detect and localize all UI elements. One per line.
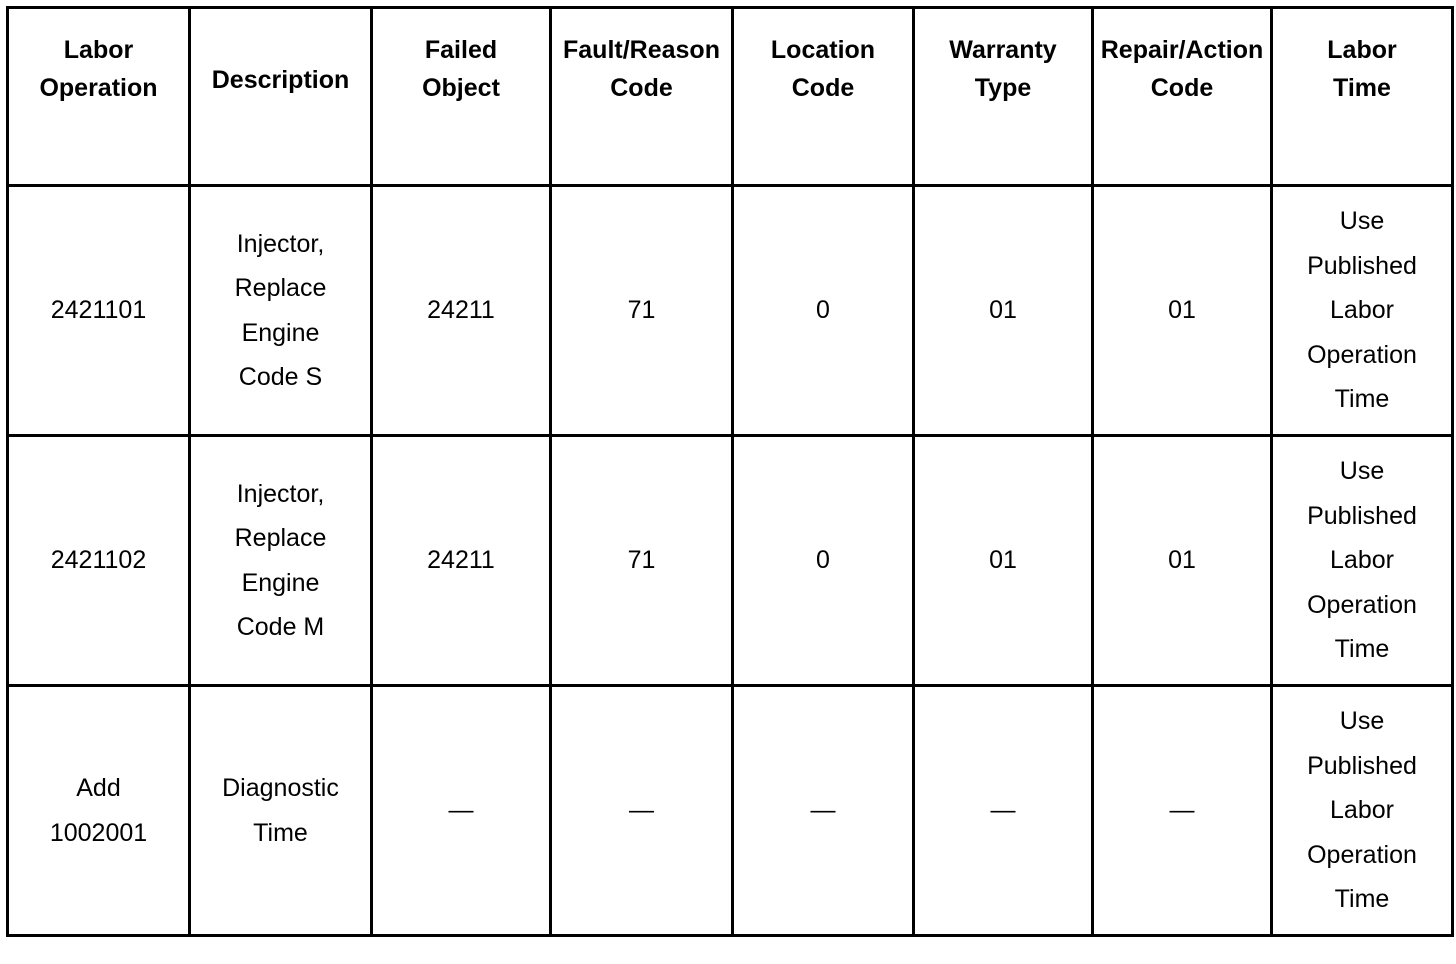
header-text: Description [211, 66, 350, 94]
cell-failed-object: 24211 [370, 434, 552, 687]
cell-text: 01 [989, 546, 1017, 575]
cell-text: Labor [1330, 546, 1394, 575]
cell-text: Code M [236, 613, 325, 641]
cell-labor-time: Use Published Labor Operation Time [1270, 184, 1454, 437]
cell-fault-reason-code: 71 [549, 434, 734, 687]
column-header-labor-time: Labor Time [1270, 6, 1454, 187]
cell-text: Labor [1330, 296, 1394, 325]
column-header-location-code: Location Code [731, 6, 915, 187]
cell-text: 24211 [427, 296, 495, 325]
cell-text: Use [1339, 457, 1385, 486]
cell-text: 0 [816, 296, 830, 325]
column-header-fault-reason-code: Fault/Reason Code [549, 6, 734, 187]
cell-text: — [1169, 796, 1195, 825]
header-text: Fault/Reason [563, 36, 720, 64]
cell-text: Published [1307, 501, 1417, 530]
cell-fault-reason-code: 71 [549, 184, 734, 437]
header-row: Labor Operation Description Failed Object Fau… [6, 6, 1454, 187]
table-row: 2421102 Injector, Replace Engine Code M 24211… [6, 434, 1454, 687]
cell-text: Use [1339, 707, 1385, 736]
cell-text: Published [1307, 251, 1417, 280]
column-header-repair-action-code: Repair/Action Code [1091, 6, 1273, 187]
cell-text: — [810, 796, 836, 825]
cell-text: Time [253, 818, 308, 847]
cell-text: Use [1339, 207, 1385, 236]
cell-description: Diagnostic Time [188, 684, 373, 937]
cell-text: Engine [241, 568, 320, 597]
header-text: Type [974, 74, 1032, 102]
cell-text: 2421102 [50, 546, 147, 575]
cell-failed-object: — [370, 684, 552, 937]
column-header-labor-operation: Labor Operation [6, 6, 191, 187]
cell-labor-operation: Add 1002001 [6, 684, 191, 937]
cell-text: 0 [816, 546, 830, 575]
cell-text: 24211 [427, 546, 495, 575]
cell-warranty-type: 01 [912, 434, 1094, 687]
cell-text: Published [1307, 751, 1417, 780]
cell-location-code: — [731, 684, 915, 937]
cell-text: 01 [1168, 546, 1196, 575]
cell-description: Injector, Replace Engine Code S [188, 184, 373, 437]
header-text: Failed [424, 36, 498, 64]
cell-text: 1002001 [49, 818, 148, 847]
cell-text: Add [76, 774, 121, 802]
cell-text: Operation [1307, 340, 1417, 369]
cell-fault-reason-code: — [549, 684, 734, 937]
cell-text: — [448, 796, 474, 825]
cell-text: Operation [1307, 590, 1417, 619]
cell-warranty-type: — [912, 684, 1094, 937]
cell-text: 71 [627, 296, 656, 325]
cell-text: Labor [1330, 796, 1394, 825]
header-text: Code [610, 74, 673, 102]
cell-repair-action-code: 01 [1091, 184, 1273, 437]
cell-labor-operation: 2421102 [6, 434, 191, 687]
table-row: 2421101 Injector, Replace Engine Code S 24211… [6, 184, 1454, 437]
column-header-warranty-type: Warranty Type [912, 6, 1094, 187]
header-text: Repair/Action [1100, 36, 1264, 64]
cell-text: Diagnostic [222, 774, 339, 802]
cell-warranty-type: 01 [912, 184, 1094, 437]
cell-text: Replace [234, 274, 327, 302]
cell-repair-action-code: 01 [1091, 434, 1273, 687]
header-text: Object [422, 74, 500, 102]
header-text: Time [1333, 74, 1391, 102]
cell-text: — [990, 796, 1016, 825]
cell-failed-object: 24211 [370, 184, 552, 437]
cell-text: Time [1334, 885, 1390, 914]
cell-location-code: 0 [731, 184, 915, 437]
cell-text: Time [1334, 635, 1390, 664]
header-text: Warranty [949, 36, 1057, 64]
cell-text: 2421101 [50, 296, 147, 325]
cell-text: — [629, 796, 654, 825]
cell-text: 71 [627, 546, 656, 575]
cell-text: 01 [989, 296, 1017, 325]
header-text: Code [1150, 74, 1214, 102]
cell-labor-time: Use Published Labor Operation Time [1270, 684, 1454, 937]
cell-text: Injector, [236, 229, 325, 258]
cell-text: Injector, [236, 479, 325, 508]
header-text: Operation [39, 74, 158, 102]
header-text: Labor [63, 36, 134, 64]
header-text: Location [770, 36, 876, 64]
labor-operations-table: Labor Operation Description Failed Object Fau… [6, 6, 1454, 937]
header-text: Code [791, 74, 855, 102]
cell-text: Engine [241, 318, 320, 347]
table-row: Add 1002001 Diagnostic Time — — — — — Use Publishe… [6, 684, 1454, 937]
cell-text: Operation [1307, 840, 1417, 869]
cell-text: Replace [234, 524, 327, 552]
cell-text: Code S [238, 363, 323, 391]
column-header-failed-object: Failed Object [370, 6, 552, 187]
cell-location-code: 0 [731, 434, 915, 687]
cell-description: Injector, Replace Engine Code M [188, 434, 373, 687]
cell-text: Time [1334, 385, 1390, 414]
header-text: Labor [1327, 36, 1397, 64]
cell-labor-operation: 2421101 [6, 184, 191, 437]
cell-repair-action-code: — [1091, 684, 1273, 937]
cell-labor-time: Use Published Labor Operation Time [1270, 434, 1454, 687]
cell-text: 01 [1168, 296, 1196, 325]
column-header-description: Description [188, 6, 373, 187]
